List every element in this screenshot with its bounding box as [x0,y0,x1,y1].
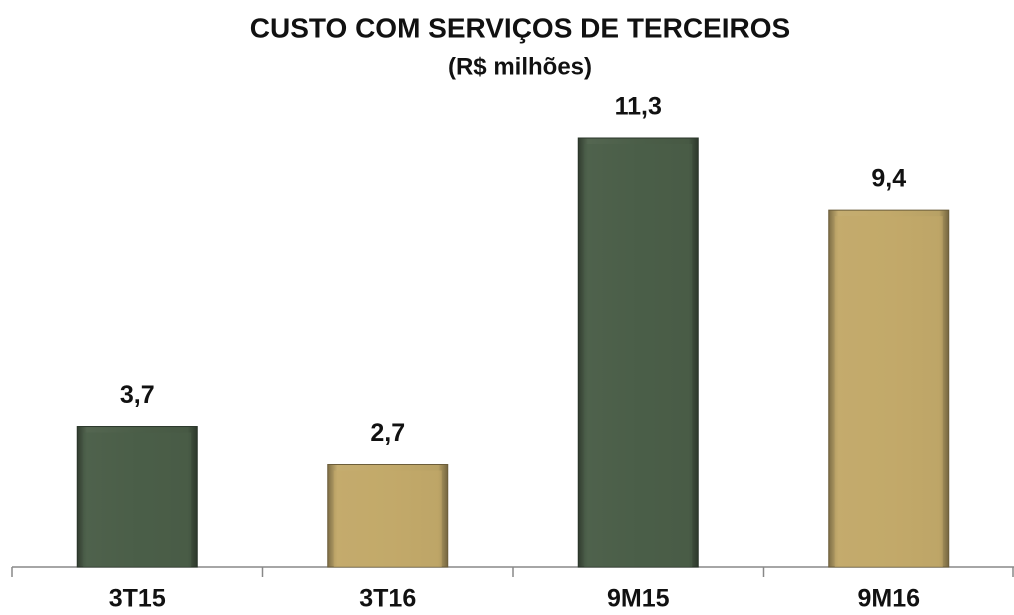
x-tick-label: 9M15 [607,585,670,613]
bar-bevel [584,144,693,567]
bar-bevel [834,216,943,567]
chart-subtitle: (R$ milhões) [448,53,592,80]
value-label: 3,7 [120,381,155,409]
value-label: 2,7 [370,419,405,447]
chart-title: CUSTO COM SERVIÇOS DE TERCEIROS [250,12,790,43]
x-tick-label: 9M16 [857,585,920,613]
bar-bevel [83,432,192,567]
bar-bevel [333,470,442,567]
value-label: 11,3 [615,93,662,121]
x-tick-label: 3T16 [359,585,416,613]
value-label: 9,4 [871,165,906,193]
x-tick-label: 3T15 [109,585,166,613]
